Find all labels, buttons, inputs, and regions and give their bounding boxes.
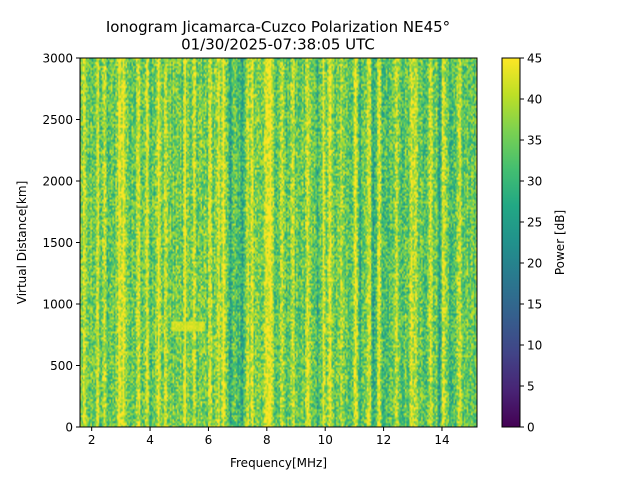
x-tick-label: 4	[146, 433, 154, 447]
x-axis: 2 4 6 8 10 12 14	[88, 427, 450, 447]
y-tick-label: 1000	[42, 298, 73, 312]
colorbar-tick-label: 10	[527, 339, 542, 353]
colorbar-tick-label: 40	[527, 93, 542, 107]
y-tick-label: 2000	[42, 175, 73, 189]
colorbar-tick-label: 25	[527, 216, 542, 230]
colorbar-gradient	[501, 57, 521, 428]
x-tick-label: 10	[318, 433, 333, 447]
y-tick-label: 3000	[42, 52, 73, 66]
chart-title-line1: Ionogram Jicamarca-Cuzco Polarization NE…	[106, 18, 450, 36]
y-axis-label: Virtual Distance[km]	[15, 181, 29, 305]
colorbar: 0 5 10 15 20 25 30 35 40 45 Power [dB]	[501, 52, 567, 435]
x-tick-label: 2	[88, 433, 96, 447]
plot-area: 2 4 6 8 10 12 14 0 500 1000 1500 2000 2500 3000 Freq…	[15, 52, 478, 470]
y-tick-label: 1500	[42, 236, 73, 250]
x-axis-label: Frequency[MHz]	[230, 456, 327, 470]
chart-title: Ionogram Jicamarca-Cuzco Polarization NE…	[106, 18, 450, 54]
colorbar-tick-label: 35	[527, 134, 542, 148]
colorbar-label: Power [dB]	[553, 210, 567, 275]
y-tick-label: 0	[65, 421, 73, 435]
x-tick-label: 12	[376, 433, 391, 447]
chart-title-line2: 01/30/2025-07:38:05 UTC	[181, 36, 375, 54]
colorbar-tick-label: 15	[527, 298, 542, 312]
colorbar-ticks: 0 5 10 15 20 25 30 35 40 45	[520, 52, 542, 435]
colorbar-tick-label: 0	[527, 421, 535, 435]
x-tick-label: 8	[263, 433, 271, 447]
colorbar-tick-label: 30	[527, 175, 542, 189]
colorbar-tick-label: 20	[527, 257, 542, 271]
x-tick-label: 6	[205, 433, 213, 447]
y-tick-label: 2500	[42, 113, 73, 127]
y-axis: 0 500 1000 1500 2000 2500 3000	[42, 52, 80, 435]
x-tick-label: 14	[434, 433, 449, 447]
y-tick-label: 500	[50, 359, 73, 373]
colorbar-tick-label: 5	[527, 380, 535, 394]
colorbar-tick-label: 45	[527, 52, 542, 66]
heatmap-image	[80, 58, 477, 427]
